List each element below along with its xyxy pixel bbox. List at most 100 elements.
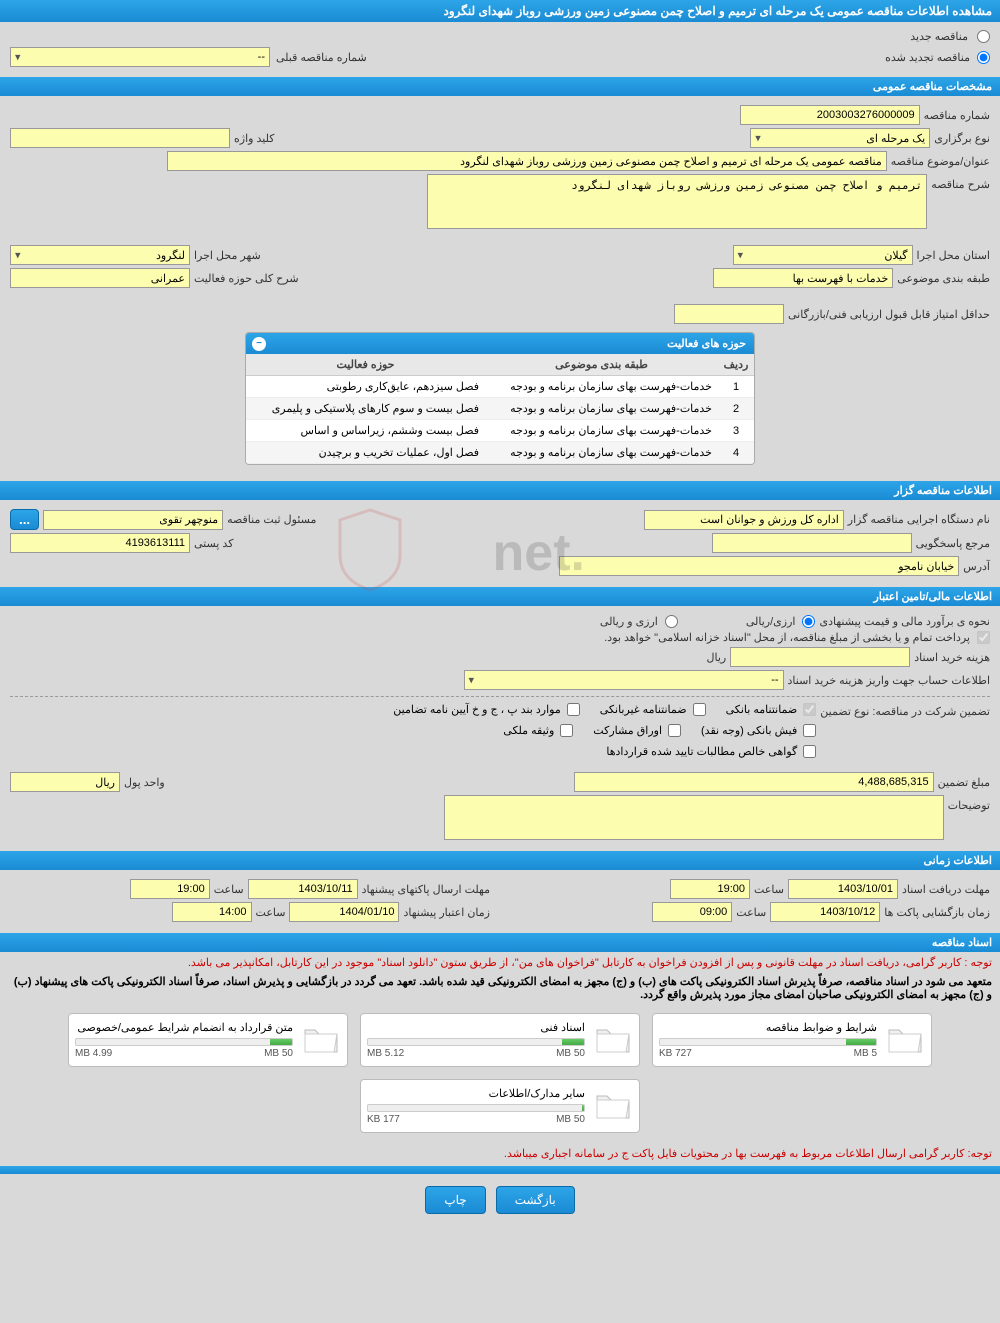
hour2: ساعت xyxy=(736,906,766,919)
radio-both[interactable] xyxy=(665,615,678,628)
type-label: نوع برگزاری xyxy=(934,132,990,145)
org-post-label: کد پستی xyxy=(194,537,233,550)
hour1: ساعت xyxy=(754,883,784,896)
min-score-label: حداقل امتیاز قابل قبول ارزیابی فنی/بازرگ… xyxy=(788,308,990,321)
doc-card[interactable]: اسناد فنی50 MB5.12 MB xyxy=(360,1013,640,1067)
doc-cost-field[interactable] xyxy=(730,647,910,667)
valid-label: زمان اعتبار پیشنهاد xyxy=(403,906,490,919)
g7-label: گواهی خالص مطالبات تایید شده قراردادها xyxy=(606,745,797,758)
radio-renewed[interactable] xyxy=(977,51,990,64)
subject-field: مناقصه عمومی یک مرحله ای ترمیم و اصلاح چ… xyxy=(167,151,887,171)
doc-used: 177 KB xyxy=(367,1114,400,1125)
col-class: طبقه بندی موضوعی xyxy=(485,354,718,376)
org-reg-lookup-button[interactable]: ... xyxy=(10,509,39,530)
acc-select[interactable]: -- xyxy=(464,670,784,690)
valid-date: 1404/01/10 xyxy=(289,902,399,922)
g1-check xyxy=(803,703,816,716)
prev-tender-select[interactable]: -- xyxy=(10,47,270,67)
col-field: حوزه فعالیت xyxy=(246,354,485,376)
g7-check[interactable] xyxy=(803,745,816,758)
docs-warn3: توجه: کاربر گرامی ارسال اطلاعات مربوط به… xyxy=(0,1143,1000,1164)
folder-icon xyxy=(885,1020,925,1060)
type-select[interactable]: یک مرحله ای xyxy=(750,128,930,148)
doc-card[interactable]: شرایط و ضوابط مناقصه5 MB727 KB xyxy=(652,1013,932,1067)
divider xyxy=(10,696,990,697)
province-label: استان محل اجرا xyxy=(917,249,990,262)
cell-n: 4 xyxy=(718,442,754,464)
radio-rial[interactable] xyxy=(802,615,815,628)
open-label: زمان بازگشایی پاکت ها xyxy=(884,906,990,919)
org-name-field: اداره کل ورزش و جوانان است xyxy=(644,510,844,530)
org-resp-field[interactable] xyxy=(712,533,912,553)
g6-label: وثیقه ملکی xyxy=(503,724,554,737)
folder-icon xyxy=(301,1020,341,1060)
doc-total: 50 MB xyxy=(556,1048,585,1059)
org-resp-label: مرجع پاسخگویی xyxy=(916,537,990,550)
org-reg-label: مسئول ثبت مناقصه xyxy=(227,513,316,526)
unit2-label: واحد پول xyxy=(124,776,165,789)
class-field: خدمات با فهرست بها xyxy=(713,268,893,288)
desc-label: شرح مناقصه xyxy=(931,174,990,191)
page-title: مشاهده اطلاعات مناقصه عمومی یک مرحله ای … xyxy=(0,0,1000,22)
cell-n: 2 xyxy=(718,398,754,420)
recv-time: 19:00 xyxy=(670,879,750,899)
g1-label: ضمانتنامه بانکی xyxy=(726,703,798,716)
g2-check[interactable] xyxy=(693,703,706,716)
doc-card[interactable]: متن قرارداد به انضمام شرایط عمومی/خصوصی5… xyxy=(68,1013,348,1067)
table-row: 4خدمات-فهرست بهای سازمان برنامه و بودجهف… xyxy=(246,442,754,464)
class-label: طبقه بندی موضوعی xyxy=(897,272,990,285)
send-date: 1403/10/11 xyxy=(248,879,358,899)
city-label: شهر محل اجرا xyxy=(194,249,261,262)
footer-bar xyxy=(0,1166,1000,1174)
doc-card[interactable]: سایر مدارک/اطلاعات 50 MB 177 KB xyxy=(360,1079,640,1133)
g3-label: موارد بند پ ، ج و خ آیین نامه تضامین xyxy=(393,703,560,716)
min-score-field[interactable] xyxy=(674,304,784,324)
hour4: ساعت xyxy=(256,906,286,919)
docs-warn1: توجه : کاربر گرامی، دریافت اسناد در مهلت… xyxy=(0,952,1000,973)
radio-new-label: مناقصه جدید xyxy=(910,30,968,43)
city-select[interactable]: لنگرود xyxy=(10,245,190,265)
print-button[interactable]: چاپ xyxy=(425,1186,485,1214)
collapse-icon[interactable]: − xyxy=(252,337,266,351)
table-row: 2خدمات-فهرست بهای سازمان برنامه و بودجهف… xyxy=(246,398,754,420)
send-time: 19:00 xyxy=(130,879,210,899)
g6-check[interactable] xyxy=(560,724,573,737)
doc-title: سایر مدارک/اطلاعات xyxy=(367,1087,585,1100)
notes-textarea[interactable] xyxy=(444,795,944,840)
est-label: نحوه ی برآورد مالی و قیمت پیشنهادی xyxy=(819,615,990,628)
table-row: 1خدمات-فهرست بهای سازمان برنامه و بودجهف… xyxy=(246,376,754,398)
province-select[interactable]: گیلان xyxy=(733,245,913,265)
cell-class: خدمات-فهرست بهای سازمان برنامه و بودجه xyxy=(485,398,718,420)
tender-no-field: 2003003276000009 xyxy=(740,105,920,125)
cell-field: فصل بیست و سوم کارهای پلاستیکی و پلیمری xyxy=(246,398,485,420)
doc-title: اسناد فنی xyxy=(367,1021,585,1034)
back-button[interactable]: بازگشت xyxy=(496,1186,575,1214)
progress-bar xyxy=(367,1038,585,1046)
pay-note-check xyxy=(977,631,990,644)
recv-label: مهلت دریافت اسناد xyxy=(902,883,990,896)
cell-field: فصل بیست وششم، زیراساس و اساس xyxy=(246,420,485,442)
cell-field: فصل سیزدهم، عایق‌کاری رطوبتی xyxy=(246,376,485,398)
send-label: مهلت ارسال پاکتهای پیشنهاد xyxy=(362,883,490,896)
open-time: 09:00 xyxy=(652,902,732,922)
doc-used: 4.99 MB xyxy=(75,1048,112,1059)
keyword-field[interactable] xyxy=(10,128,230,148)
org-post-field: 4193613111 xyxy=(10,533,190,553)
org-name-label: نام دستگاه اجرایی مناقصه گزار xyxy=(848,513,990,526)
radio-both-label: ارزی و ریالی xyxy=(600,615,658,628)
folder-icon xyxy=(593,1086,633,1126)
radio-new[interactable] xyxy=(977,30,990,43)
g4-check[interactable] xyxy=(803,724,816,737)
doc-total: 50 MB xyxy=(556,1114,585,1125)
cell-n: 1 xyxy=(718,376,754,398)
g4-label: فیش بانکی (وجه نقد) xyxy=(701,724,797,737)
activity-table: حوزه های فعالیت− ردیف طبقه بندی موضوعی ح… xyxy=(245,332,755,465)
g3-check[interactable] xyxy=(567,703,580,716)
field-desc-field: عمرانی xyxy=(10,268,190,288)
g5-check[interactable] xyxy=(668,724,681,737)
doc-total: 5 MB xyxy=(854,1048,877,1059)
cell-field: فصل اول، عملیات تخریب و برچیدن xyxy=(246,442,485,464)
g5-label: اوراق مشارکت xyxy=(593,724,662,737)
cell-class: خدمات-فهرست بهای سازمان برنامه و بودجه xyxy=(485,420,718,442)
notes-label: توضیحات xyxy=(948,795,990,812)
